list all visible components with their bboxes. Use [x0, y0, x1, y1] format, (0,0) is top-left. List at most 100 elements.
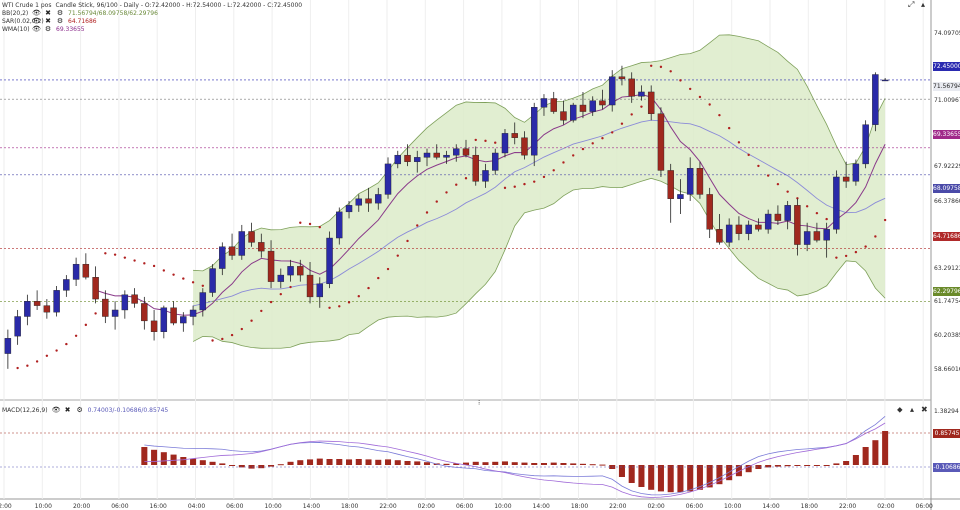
eye-icon[interactable]: 👁 — [32, 9, 41, 17]
indicator-row-bb: BB(20,2) 👁 ✖ ⚙ 71.56794/68.09758/62.2979… — [2, 9, 158, 17]
sar-tag: 64.71686 — [933, 232, 960, 241]
macd-histogram-bar — [735, 465, 742, 477]
candle-down — [716, 229, 723, 243]
candle-up — [375, 194, 382, 204]
macd-histogram-bar — [823, 465, 830, 466]
panel-close-icon[interactable]: ✖ — [921, 405, 928, 414]
macd-histogram-bar — [404, 461, 411, 465]
gear-icon[interactable]: ⚙ — [56, 17, 64, 25]
macd-histogram-bar — [501, 461, 509, 465]
macd-histogram-bar — [521, 462, 528, 465]
gear-icon[interactable]: ⚙ — [44, 25, 52, 33]
sar-dot — [727, 126, 731, 130]
candle-down — [404, 154, 411, 162]
sar-dot — [786, 190, 789, 193]
sar-dot — [289, 285, 292, 289]
eye-icon[interactable]: 👁 — [51, 406, 61, 414]
time-axis-tick: 06:00 — [111, 503, 129, 510]
sar-dot — [445, 191, 448, 194]
time-axis-tick: 22:00 — [609, 503, 627, 510]
wma-label: WMA(10) — [2, 25, 30, 33]
sar-dot — [766, 174, 770, 177]
candle-up — [725, 224, 733, 243]
macd-histogram-bar — [872, 440, 879, 465]
bb-lower-line — [192, 177, 886, 349]
sar-dot — [396, 254, 399, 257]
expand-icon[interactable]: ⤢ — [908, 0, 915, 9]
candle-up — [872, 74, 879, 125]
candle-down — [794, 205, 801, 245]
candle-up — [336, 211, 343, 239]
macd-histogram-bar — [482, 462, 489, 465]
bb-upper-line — [193, 34, 886, 272]
panel-resize-handle[interactable]: ⁝ — [478, 399, 481, 407]
eye-icon[interactable]: 👁 — [32, 25, 41, 33]
close-icon[interactable]: ✖ — [45, 9, 51, 17]
panel-up-icon[interactable]: ▴ — [910, 405, 915, 414]
candle-down — [248, 231, 255, 243]
sar-dot — [279, 292, 282, 296]
candle-up — [111, 309, 119, 317]
sar-dot — [269, 300, 273, 304]
sar-dot — [825, 217, 828, 221]
time-axis-tick: 16:00 — [149, 503, 167, 510]
sar-dot — [874, 235, 877, 238]
wma-tag: 69.33655 — [933, 130, 960, 139]
gear-icon[interactable]: ⚙ — [56, 9, 64, 17]
candle-down — [82, 263, 90, 278]
macd-histogram-bar — [765, 465, 772, 468]
move-panel-icon[interactable]: ⬥ — [897, 405, 903, 414]
time-axis-tick: 2:00 — [0, 503, 12, 510]
candle-down — [706, 194, 713, 230]
sar-dot — [250, 319, 253, 322]
sar-dot — [435, 200, 438, 203]
sar-dot — [679, 79, 682, 82]
candle-down — [521, 137, 528, 156]
time-axis-tick: 02:00 — [877, 503, 895, 510]
macd-histogram-bar — [229, 465, 236, 466]
candle-up — [4, 338, 12, 354]
sar-dot — [65, 342, 68, 346]
close-icon[interactable]: ✖ — [45, 17, 51, 25]
time-axis-tick: 14:00 — [532, 503, 550, 510]
macd-histogram-bar — [570, 463, 577, 465]
time-axis-tick: 14:00 — [302, 503, 321, 510]
macd-histogram-bar — [833, 463, 840, 465]
candle-down — [647, 91, 655, 114]
candle-down — [628, 78, 635, 97]
sar-dot — [464, 177, 468, 180]
candle-up — [316, 283, 324, 298]
macd-histogram-bar — [472, 461, 479, 465]
candle-down — [170, 307, 177, 324]
eye-icon[interactable]: 👁 — [32, 17, 41, 25]
bollinger-band-fill — [193, 34, 886, 349]
macd-histogram-bar — [706, 465, 713, 488]
macd-histogram-bar — [316, 458, 323, 465]
candle-down — [667, 170, 674, 199]
price-axis-tick: 61.74754 — [934, 298, 960, 305]
sar-dot — [55, 349, 58, 352]
sar-dot — [84, 323, 88, 327]
sar-dot — [688, 87, 692, 91]
macd-histogram-bar — [599, 464, 606, 466]
close-icon[interactable]: ✖ — [64, 406, 71, 414]
sar-dot — [45, 354, 49, 357]
time-axis-tick: 04:00 — [187, 503, 206, 510]
time-axis-tick: 10:00 — [34, 503, 52, 510]
sar-dot — [191, 281, 195, 284]
scroll-up-icon[interactable]: ▴ — [921, 0, 926, 9]
candle-up — [531, 107, 538, 156]
price-axis-tick: 58.66016 — [934, 366, 960, 373]
macd-signal-tag: -0.10686 — [933, 463, 960, 472]
sar-dot — [104, 252, 107, 255]
price-axis-tick: 60.20385 — [934, 332, 960, 339]
gear-icon[interactable]: ⚙ — [76, 406, 83, 414]
sar-dot — [201, 284, 205, 287]
macd-histogram-bar — [784, 465, 791, 467]
macd-histogram-bar — [375, 459, 382, 465]
sar-dot — [835, 256, 838, 259]
candle-up — [540, 98, 548, 108]
sar-dot — [542, 175, 546, 179]
